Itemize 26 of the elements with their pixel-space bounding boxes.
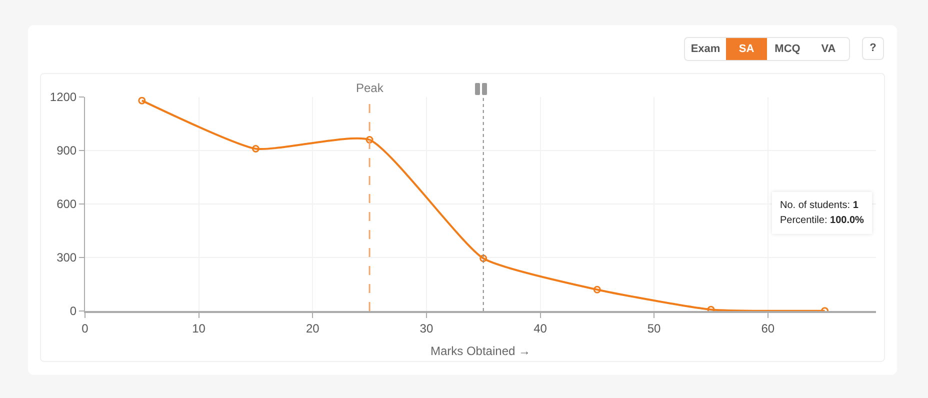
- text: ?: [862, 37, 884, 60]
- annotation: Percentile: 100.0%: [780, 214, 864, 228]
- x-tick-label: 40: [534, 321, 548, 336]
- x-tick-label: 0: [82, 321, 89, 336]
- point: [480, 254, 488, 262]
- x-tick-label: 20: [306, 321, 320, 336]
- x-tick-label: 30: [420, 321, 434, 336]
- x-tick-label: 50: [647, 321, 662, 336]
- point: [252, 144, 260, 152]
- text: MCQ: [774, 42, 802, 57]
- point: [366, 136, 374, 144]
- point: [138, 97, 146, 104]
- y-tick-label: 600: [56, 197, 77, 212]
- point: [593, 286, 601, 294]
- annotation: No. of students: 1: [780, 199, 860, 213]
- x-axis-title: Marks Obtained →: [430, 344, 531, 358]
- text: VA: [820, 42, 837, 57]
- text: Exam: [690, 42, 722, 57]
- y-tick-label: 300: [56, 250, 77, 265]
- ref-line-label: Peak: [356, 81, 384, 95]
- y-tick-label: 0: [70, 304, 77, 318]
- x-tick-label: 10: [192, 321, 206, 336]
- text: SA: [726, 38, 767, 60]
- y-tick-label: 1200: [50, 90, 77, 104]
- x-tick-label: 60: [761, 321, 775, 336]
- y-tick-label: 900: [56, 144, 77, 158]
